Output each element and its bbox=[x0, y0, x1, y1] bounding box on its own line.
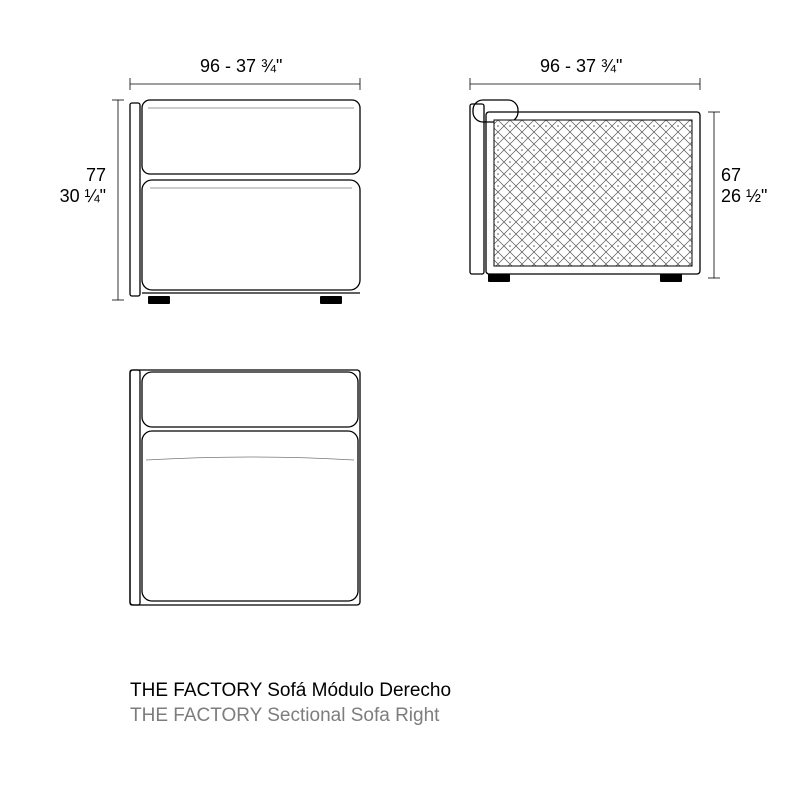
front-dim-left-cm: 77 bbox=[64, 165, 106, 186]
front-dim-top: 96 - 37 ¾" bbox=[200, 56, 282, 77]
back-dim-right-cm: 67 bbox=[721, 165, 741, 186]
back-dim-right-in: 26 ½" bbox=[721, 186, 767, 207]
front-dim-left-in: 30 ¼" bbox=[56, 186, 106, 207]
title-line1: THE FACTORY Sofá Módulo Derecho bbox=[130, 680, 451, 702]
title-line2: THE FACTORY Sectional Sofa Right bbox=[130, 705, 439, 727]
back-dim-top: 96 - 37 ¾" bbox=[540, 56, 622, 77]
